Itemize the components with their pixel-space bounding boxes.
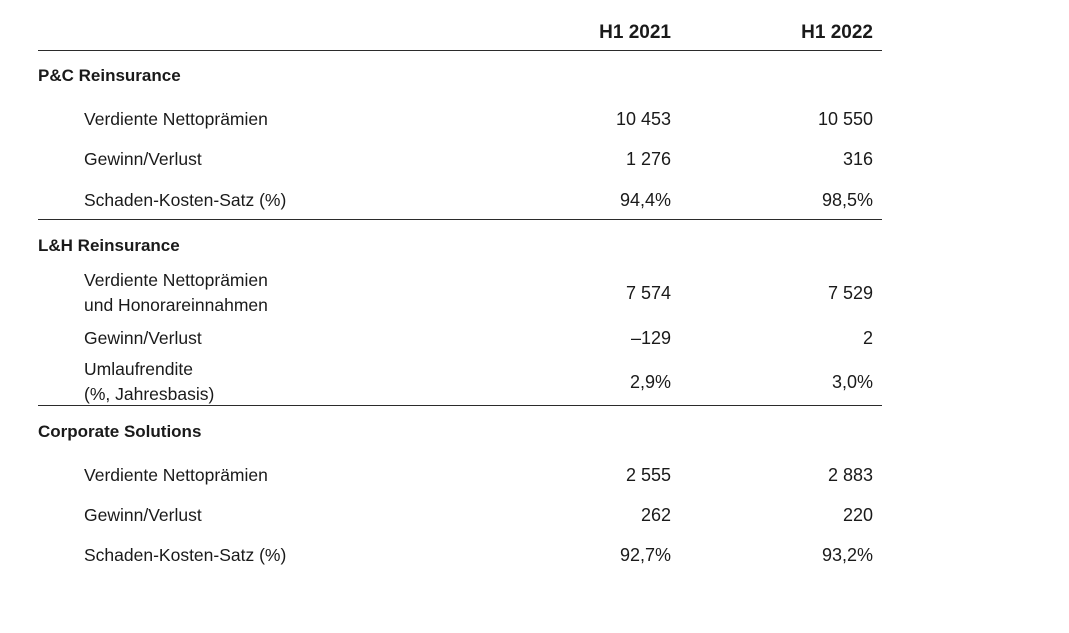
value-2022: 10 550 [817,109,873,129]
value-2021: 92,7% [619,545,671,565]
value-2021: 94,4% [619,190,671,210]
value-2021: 2 555 [625,465,671,485]
value-2021: 7 574 [625,283,671,303]
results-table: H1 2021 H1 2022 P&C Reinsurance Verdient… [38,0,882,633]
row-label-yield-line2: (%, Jahresbasis) [84,384,215,404]
row-label-yield-line1: Umlaufrendite [84,359,193,379]
row-label-combined-ratio: Schaden-Kosten-Satz (%) [84,190,287,210]
value-2022: 220 [842,505,873,525]
section-title-corporate-solutions: Corporate Solutions [38,422,202,441]
value-2021: 1 276 [625,149,671,169]
header-divider [38,50,882,51]
column-header-h1-2021: H1 2021 [599,22,671,43]
value-2022: 98,5% [821,190,873,210]
section-divider [38,219,882,220]
row-label-profit-loss: Gewinn/Verlust [84,149,202,169]
value-2022: 316 [842,149,873,169]
value-2021: 262 [640,505,671,525]
value-2022: 2 883 [827,465,873,485]
row-label-profit-loss: Gewinn/Verlust [84,505,202,525]
row-label-net-premiums: Verdiente Nettoprämien [84,465,268,485]
value-2021: 10 453 [615,109,671,129]
section-title-pc-reinsurance: P&C Reinsurance [38,66,181,85]
value-2022: 2 [862,328,873,348]
column-header-h1-2022: H1 2022 [801,22,873,43]
value-2022: 93,2% [821,545,873,565]
row-label-net-premiums-line1: Verdiente Nettoprämien [84,270,268,290]
row-label-profit-loss: Gewinn/Verlust [84,328,202,348]
section-divider [38,405,882,406]
value-2022: 3,0% [831,372,873,392]
row-label-combined-ratio: Schaden-Kosten-Satz (%) [84,545,287,565]
row-label-net-premiums: Verdiente Nettoprämien [84,109,268,129]
value-2021: –129 [630,328,671,348]
section-title-lh-reinsurance: L&H Reinsurance [38,236,180,255]
value-2022: 7 529 [827,283,873,303]
value-2021: 2,9% [629,372,671,392]
row-label-net-premiums-line2: und Honorareinnahmen [84,295,268,315]
